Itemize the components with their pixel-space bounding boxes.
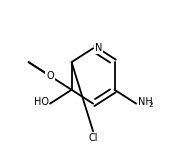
Text: N: N	[95, 43, 102, 53]
Text: O: O	[46, 71, 54, 81]
Text: HO: HO	[33, 97, 49, 107]
Text: 2: 2	[148, 102, 153, 108]
Text: Cl: Cl	[88, 133, 98, 143]
Text: NH: NH	[138, 97, 152, 107]
